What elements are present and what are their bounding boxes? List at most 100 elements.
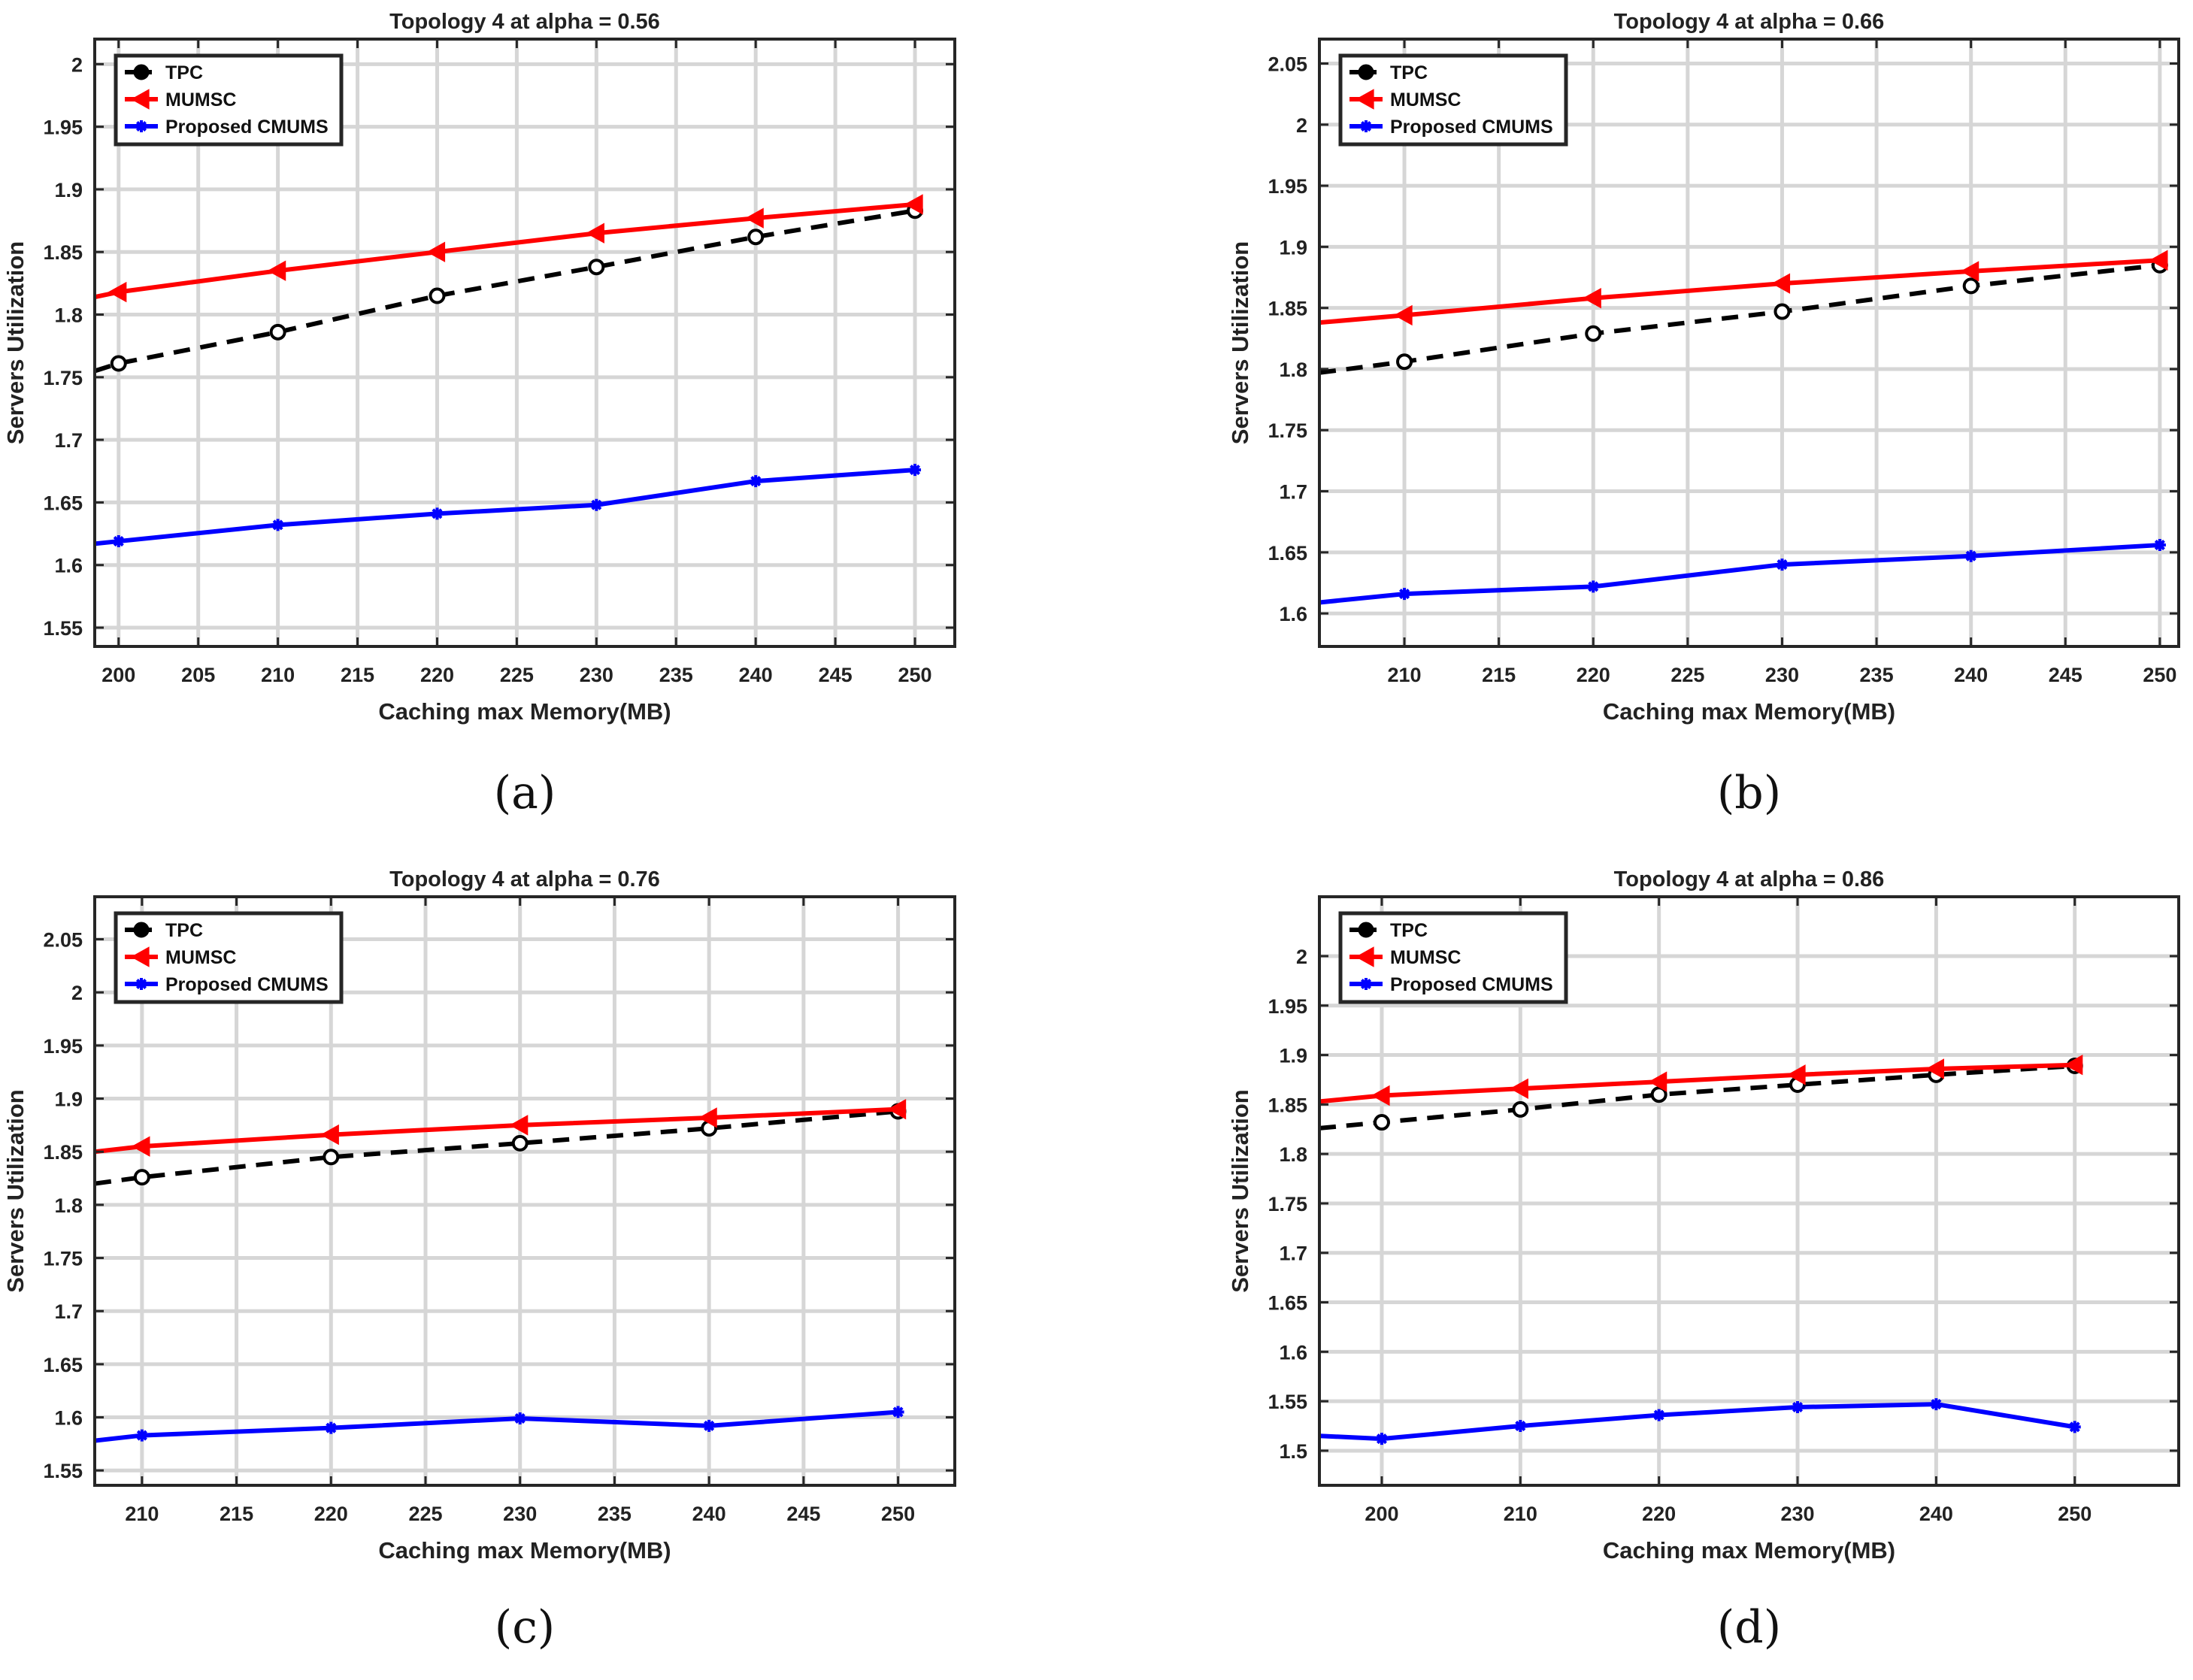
- x-tick-label: 230: [1765, 664, 1799, 686]
- panel-caption: (a): [494, 767, 556, 819]
- legend-marker: [1360, 120, 1372, 132]
- y-tick-label: 1.95: [1268, 995, 1307, 1018]
- series-mumsc: [1319, 250, 2168, 326]
- legend-item-tpc: TPC: [125, 920, 203, 941]
- x-tick-label: 240: [692, 1503, 726, 1525]
- tpc-point: [588, 259, 605, 276]
- legend: TPC MUMSC Proposed CMUMS: [114, 53, 344, 147]
- x-tick-label: 250: [2143, 664, 2176, 686]
- y-tick-label: 1.55: [43, 617, 83, 640]
- x-tick-label: 230: [503, 1503, 537, 1525]
- tpc-point: [429, 287, 446, 304]
- legend-label: TPC: [1390, 62, 1428, 83]
- tpc-point: [323, 1149, 340, 1166]
- legend-label: MUMSC: [1390, 947, 1461, 968]
- mumsc-point: [1786, 1064, 1806, 1085]
- series-proposed-cmums: [95, 464, 922, 548]
- proposed-cmums-point: [1398, 588, 1411, 601]
- y-tick-label: 1.6: [1279, 603, 1307, 625]
- series-line: [1319, 543, 2161, 605]
- legend-item-proposed-cmums: Proposed CMUMS: [1349, 117, 1553, 138]
- legend-item-mumsc: MUMSC: [125, 89, 236, 110]
- y-axis-label: Servers Utilization: [1227, 241, 1253, 444]
- y-tick-label: 1.85: [1268, 298, 1307, 320]
- axes-box: [93, 895, 956, 1487]
- x-tick-label: 245: [2049, 664, 2082, 686]
- y-tick-label: 1.65: [1268, 542, 1307, 565]
- series-line: [1319, 258, 2161, 325]
- x-tick-label: 220: [1642, 1503, 1676, 1525]
- y-tick-label: 1.75: [1268, 1193, 1307, 1215]
- x-tick-label: 235: [1860, 664, 1894, 686]
- legend-marker: [130, 946, 150, 967]
- y-tick-label: 1.65: [1268, 1292, 1307, 1315]
- y-tick-label: 1.95: [43, 117, 83, 139]
- y-axis-label: Servers Utilization: [1227, 1089, 1253, 1292]
- legend-marker: [1355, 946, 1374, 967]
- mumsc-point: [904, 194, 923, 215]
- series-proposed-cmums: [95, 1406, 904, 1443]
- proposed-cmums-point: [1375, 1433, 1388, 1445]
- proposed-cmums-point: [1587, 580, 1600, 593]
- axes-box: [93, 38, 956, 648]
- mumsc-point: [320, 1124, 339, 1146]
- x-tick-label: 250: [898, 664, 932, 686]
- x-tick-label: 220: [314, 1503, 348, 1525]
- x-tick-label: 200: [1365, 1503, 1398, 1525]
- mumsc-point: [1371, 1085, 1390, 1106]
- tpc-point: [1585, 325, 1602, 342]
- y-axis-label: Servers Utilization: [2, 241, 29, 444]
- chart-panel-b: 210 215 220 225 230 235 240 245 250 1.6 1.65 1.7 1.7…: [1227, 10, 2180, 819]
- panel-caption: (d): [1717, 1601, 1781, 1654]
- tpc-point: [1396, 353, 1413, 371]
- y-tick-label: 1.65: [43, 1354, 83, 1376]
- y-tick-label: 1.9: [54, 1088, 83, 1111]
- mumsc-point: [509, 1115, 529, 1136]
- proposed-cmums-point: [431, 507, 444, 520]
- x-axis-label: Caching max Memory(MB): [378, 698, 671, 725]
- legend-item-proposed-cmums: Proposed CMUMS: [125, 974, 329, 995]
- y-tick-label: 1.65: [43, 492, 83, 514]
- x-tick-label: 225: [408, 1503, 442, 1525]
- legend-label: TPC: [165, 920, 203, 941]
- x-tick-label: 240: [1919, 1503, 1953, 1525]
- mumsc-point: [698, 1107, 717, 1128]
- x-tick-label: 230: [1780, 1503, 1814, 1525]
- proposed-cmums-point: [590, 498, 603, 511]
- proposed-cmums-point: [1964, 549, 1977, 562]
- proposed-cmums-point: [325, 1421, 338, 1434]
- series-mumsc: [95, 194, 923, 303]
- legend-marker: [1358, 922, 1374, 938]
- y-tick-label: 1.6: [54, 555, 83, 577]
- chart-panel-c: 210 215 220 225 230 235 240 245 250 1.55 1.6 1.65 1.…: [2, 867, 956, 1654]
- mumsc-point: [1510, 1078, 1528, 1099]
- mumsc-point: [1583, 287, 1601, 309]
- x-tick-label: 230: [580, 664, 613, 686]
- series-line: [1319, 262, 2161, 375]
- legend-marker: [135, 978, 147, 990]
- legend-label: TPC: [1390, 920, 1428, 941]
- x-tick-label: 250: [881, 1503, 915, 1525]
- legend-marker: [133, 922, 150, 938]
- x-tick-label: 250: [2058, 1503, 2092, 1525]
- legend-item-proposed-cmums: Proposed CMUMS: [1349, 974, 1553, 995]
- x-tick-label: 215: [1482, 664, 1516, 686]
- legend-box: [114, 53, 344, 147]
- tpc-point: [269, 323, 286, 341]
- y-tick-label: 1.85: [1268, 1094, 1307, 1116]
- legend-item-tpc: TPC: [1349, 62, 1428, 83]
- proposed-cmums-point: [513, 1412, 526, 1424]
- panel-caption: (c): [495, 1601, 555, 1654]
- mumsc-point: [2064, 1055, 2083, 1076]
- mumsc-point: [745, 207, 764, 229]
- series-mumsc: [1319, 1055, 2083, 1106]
- tpc-point: [1650, 1086, 1667, 1103]
- x-tick-label: 210: [1388, 664, 1422, 686]
- y-tick-label: 1.95: [1268, 175, 1307, 198]
- x-tick-label: 240: [1954, 664, 1988, 686]
- x-tick-label: 210: [1504, 1503, 1537, 1525]
- x-tick-label: 210: [125, 1503, 159, 1525]
- x-tick-label: 245: [786, 1503, 820, 1525]
- proposed-cmums-point: [2153, 539, 2166, 552]
- tpc-point: [747, 229, 765, 246]
